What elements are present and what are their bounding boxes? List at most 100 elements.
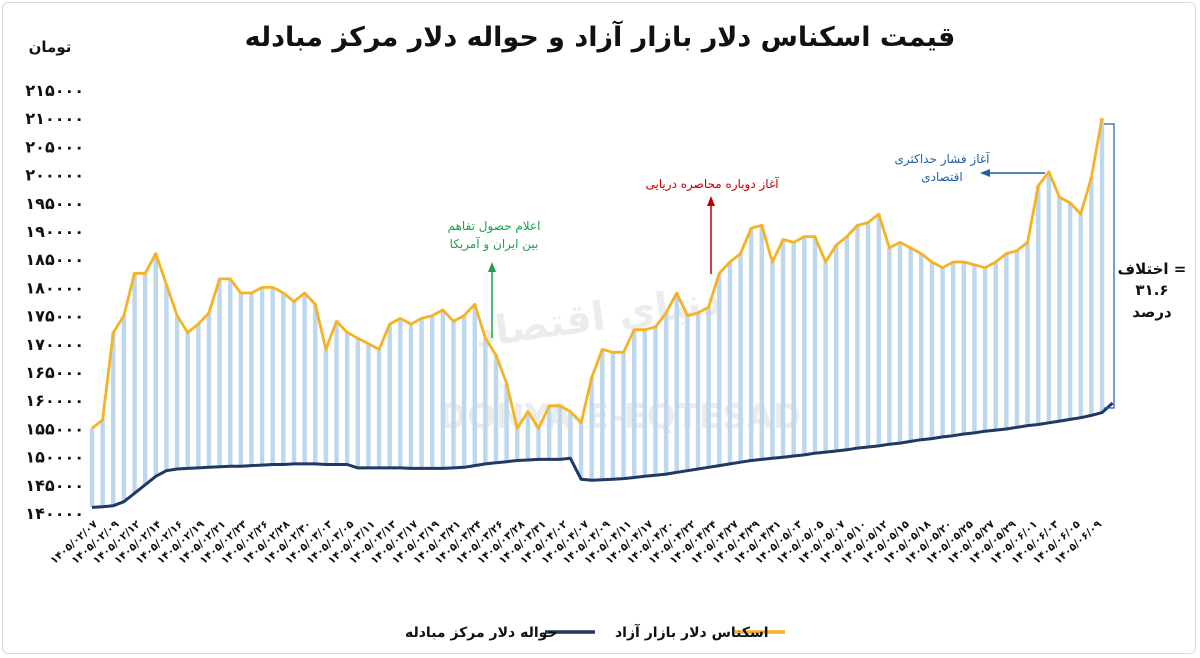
gap-bar — [430, 315, 435, 469]
gap-bar — [589, 377, 594, 481]
gap-bar — [493, 355, 499, 463]
y-tick-label: ۱۹۵۰۰۰ — [25, 194, 84, 213]
gap-bar — [642, 329, 648, 477]
gap-bar — [323, 349, 329, 465]
gap-bar — [950, 262, 956, 436]
annotation-blockade-text: آغاز دوباره محاصره دریایی — [645, 176, 779, 192]
annotation-max-pressure-line1: آغاز فشار حداکثری — [895, 151, 991, 167]
gap-bar — [632, 329, 637, 478]
gap-bar — [376, 349, 382, 468]
gap-bar — [706, 307, 711, 468]
gap-bar — [855, 225, 860, 449]
gap-bar — [302, 293, 307, 464]
gap-bar — [695, 312, 701, 470]
gap-bar — [865, 222, 871, 448]
gap-bar — [1025, 242, 1030, 426]
gap-bar — [398, 318, 403, 468]
difference-bracket-line — [1104, 123, 1115, 409]
gap-bar — [1014, 250, 1020, 428]
gap-bar — [738, 253, 743, 463]
gap-bar — [557, 405, 562, 460]
gap-bar — [387, 324, 392, 468]
gap-bar — [132, 273, 137, 494]
y-tick-label: ۲۰۰۰۰۰ — [25, 166, 84, 185]
gap-bar — [472, 304, 477, 466]
gap-bar — [408, 324, 414, 469]
annotation-blockade-arrowhead — [707, 196, 715, 206]
gap-bar — [685, 315, 690, 471]
gap-bar — [717, 273, 722, 466]
y-tick-label: ۲۰۵۰۰۰ — [25, 137, 84, 156]
difference-label-line3: درصد — [1132, 303, 1172, 321]
gap-bar — [281, 293, 286, 465]
gap-bar — [100, 419, 105, 507]
gap-bar — [174, 315, 180, 470]
gap-bar — [419, 318, 424, 469]
watermark-text: DONYA-E-EQTESAD — [439, 397, 801, 437]
y-tick-label: ۱۹۰۰۰۰ — [25, 222, 84, 241]
y-tick-label: ۱۶۰۰۰۰ — [25, 391, 84, 410]
gap-bar — [259, 287, 265, 466]
gap-bar — [887, 247, 892, 445]
gap-bar — [993, 262, 998, 431]
x-axis-ticks: ۱۴۰۵/۰۲/۰۷۱۴۰۵/۰۲/۰۹۱۴۰۵/۰۲/۱۲۱۴۰۵/۰۲/۱۴… — [48, 518, 1104, 567]
gap-bar — [206, 312, 212, 468]
y-tick-label: ۲۱۵۰۰۰ — [25, 81, 84, 100]
gap-bar — [249, 293, 254, 466]
y-tick-label: ۲۱۰۰۰۰ — [25, 109, 84, 128]
gap-bar — [164, 284, 169, 471]
gap-hatch — [89, 118, 1105, 508]
gap-bar — [759, 225, 764, 460]
gap-bar — [653, 326, 658, 476]
annotation-agreement: اعلام حصول تفاهم بین ایران و آمریکا — [448, 219, 540, 338]
y-tick-label: ۱۴۵۰۰۰ — [25, 476, 84, 495]
difference-label-value: ۳۱.۶ — [1135, 281, 1168, 299]
gap-bar — [483, 338, 488, 464]
gap-bar — [600, 349, 605, 480]
gap-bar — [196, 324, 201, 468]
annotation-max-pressure-arrowhead — [980, 169, 990, 177]
gap-bar — [142, 273, 148, 485]
gap-bar — [844, 236, 850, 450]
gap-bar — [504, 383, 509, 462]
gap-bar — [1089, 177, 1094, 416]
gap-bar — [461, 315, 467, 468]
y-tick-label: ۱۸۰۰۰۰ — [25, 278, 84, 297]
gap-bar — [536, 428, 541, 460]
gap-bar — [929, 262, 935, 439]
gap-bar — [1036, 185, 1041, 425]
gap-bar — [1046, 171, 1052, 423]
gap-bar — [568, 411, 573, 459]
series-line-exchange-center — [91, 401, 1114, 509]
y-tick-label: ۱۶۵۰۰۰ — [25, 363, 84, 382]
y-tick-label: ۱۷۵۰۰۰ — [25, 307, 84, 326]
gap-bar — [780, 239, 786, 458]
gap-bar — [270, 287, 275, 465]
chart-title: قیمت اسکناس دلار بازار آزاد و حواله دلار… — [245, 20, 956, 53]
gap-bar — [451, 321, 456, 468]
gap-bar — [344, 332, 350, 465]
gap-bar — [525, 411, 531, 460]
gap-bar — [217, 278, 222, 467]
y-tick-label: ۱۵۵۰۰۰ — [25, 419, 84, 438]
annotation-max-pressure: آغاز فشار حداکثری اقتصادی — [895, 151, 1045, 184]
gap-bar — [238, 293, 244, 467]
gap-bar — [748, 228, 754, 461]
gap-bar — [334, 321, 339, 465]
gap-bar — [1004, 253, 1009, 429]
gap-bar — [153, 253, 158, 477]
gap-bar — [291, 301, 297, 464]
gap-bar — [972, 264, 977, 433]
gap-bar — [876, 214, 881, 446]
gap-bar — [1057, 197, 1062, 422]
gap-bar — [812, 236, 818, 454]
legend-label-exchange-center: حواله دلار مرکز مبادله — [405, 625, 558, 641]
gap-bar — [610, 352, 616, 480]
y-tick-label: ۱۷۰۰۰۰ — [25, 335, 84, 354]
gap-bar — [961, 262, 966, 435]
gap-bar — [1067, 202, 1073, 420]
gap-bar — [366, 343, 371, 468]
gap-bar — [897, 242, 903, 444]
gap-bar — [770, 262, 775, 459]
